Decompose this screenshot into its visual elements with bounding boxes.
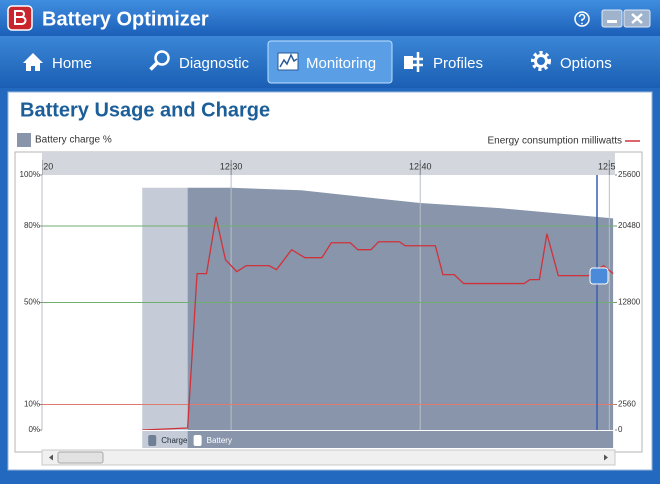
tab-label[interactable]: Home — [52, 55, 92, 72]
app-icon-glyph — [14, 10, 27, 25]
home-icon — [23, 53, 43, 71]
y2-tick-label: 2560 — [618, 400, 636, 409]
tab-label[interactable]: Monitoring — [306, 55, 376, 72]
tab-label[interactable]: Profiles — [433, 55, 483, 72]
legend-label: Energy consumption milliwatts — [488, 136, 623, 147]
nav-tab[interactable]: Profiles — [396, 41, 520, 83]
line — [142, 216, 614, 431]
y2-tick-label: 12800 — [618, 298, 641, 307]
nav-tab[interactable]: Options — [524, 41, 648, 83]
x-tick-label: 12:50 — [598, 161, 621, 171]
area — [187, 187, 614, 430]
help-button[interactable] — [574, 11, 590, 27]
nav-tab[interactable]: Home — [10, 41, 134, 83]
y2-tick-label: 25600 — [618, 170, 641, 179]
x-tick-label: 12:20 — [31, 161, 54, 171]
nav-tabs: Home Diagnostic Monitoring Profiles Opti… — [10, 40, 648, 84]
x-tick-label: 12:30 — [220, 161, 243, 171]
diagnostic-icon — [149, 50, 170, 71]
y-tick-label: 80% — [24, 221, 40, 230]
y-tick-label: 100% — [20, 170, 40, 179]
legend-swatch — [17, 133, 31, 147]
nav-tab[interactable]: Monitoring — [267, 40, 393, 84]
time-labels: 12:20 12:30 12:40 12:50 — [31, 160, 621, 175]
y-axis-label: Battery charge % — [35, 135, 112, 146]
y-tick-label: 50% — [24, 298, 40, 307]
scrollbar[interactable] — [41, 449, 616, 466]
state-icon — [148, 435, 157, 446]
monitoring-icon — [277, 52, 299, 71]
state-label: Charge — [161, 436, 188, 445]
state-segment — [187, 431, 614, 448]
area — [142, 187, 188, 430]
time-strip — [42, 152, 615, 175]
y2-tick-label: 20480 — [618, 221, 641, 230]
y-tick-label: 0% — [28, 425, 40, 434]
title-bar — [0, 0, 660, 36]
options-icon — [531, 51, 551, 71]
nav-tab[interactable]: Diagnostic — [139, 41, 263, 83]
y-tick-label: 10% — [24, 400, 40, 409]
y2-tick-label: 0 — [618, 425, 623, 434]
tab-label[interactable]: Options — [560, 55, 612, 72]
minimize-button[interactable] — [601, 9, 623, 28]
profiles-icon — [404, 52, 423, 72]
window-title: Battery Optimizer — [42, 8, 209, 30]
x-tick-label: 12:40 — [409, 161, 432, 171]
chart-title: Battery Usage and Charge — [20, 99, 270, 121]
plug-marker — [589, 267, 609, 285]
tab-label[interactable]: Diagnostic — [179, 55, 250, 72]
state-label: Battery — [207, 436, 232, 445]
close-button[interactable] — [623, 9, 651, 28]
chart: 12:20 12:30 12:40 12:50 Battery charge % Ener… — [14, 133, 643, 453]
state-icon — [193, 435, 202, 446]
